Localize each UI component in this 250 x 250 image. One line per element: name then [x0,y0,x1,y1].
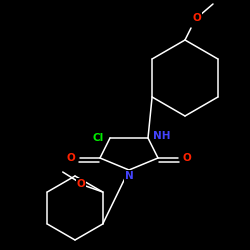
Text: Cl: Cl [92,133,104,143]
Text: O: O [76,179,85,189]
Text: O: O [192,13,202,23]
Text: O: O [182,153,192,163]
Text: NH: NH [153,131,171,141]
Text: N: N [124,171,134,181]
Text: O: O [66,153,76,163]
